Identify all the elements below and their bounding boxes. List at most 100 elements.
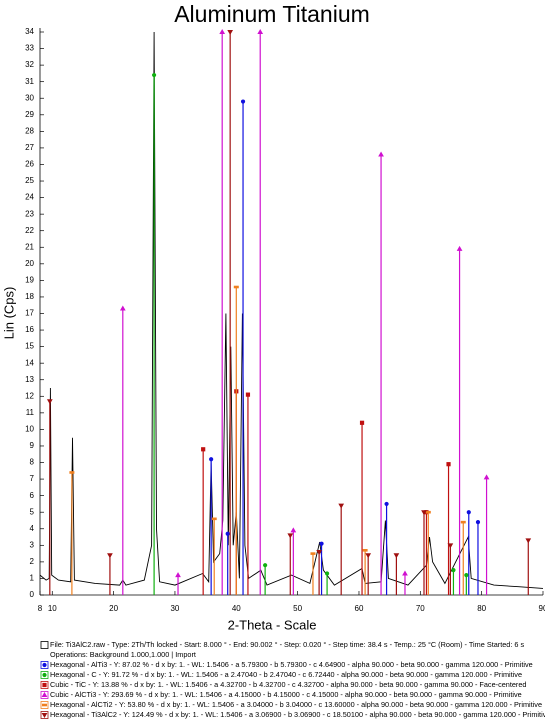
y-tick-label: 19 bbox=[25, 275, 34, 284]
y-tick-label: 12 bbox=[25, 391, 34, 400]
legend-marker bbox=[42, 682, 47, 688]
y-tick-label: 13 bbox=[25, 375, 34, 384]
y-tick-label: 26 bbox=[25, 160, 34, 169]
scan-line bbox=[39, 31, 544, 589]
x-tick-label: 90 bbox=[539, 604, 545, 613]
y-tick-label: 16 bbox=[25, 325, 34, 334]
legend-entry: Hexagonal - C - Y: 91.72 % - d x by: 1. … bbox=[50, 670, 522, 679]
y-tick-label: 10 bbox=[25, 425, 34, 434]
chart-title: Aluminum Titanium bbox=[174, 1, 370, 27]
x-tick-label: 20 bbox=[109, 604, 118, 613]
operations-note: Operations: Background 1.000,1.000 | Imp… bbox=[50, 650, 196, 659]
y-tick-label: 5 bbox=[30, 507, 35, 516]
stick-marker bbox=[316, 549, 322, 555]
stick-marker bbox=[378, 151, 384, 157]
x-tick-label: 80 bbox=[477, 604, 486, 613]
legend-marker bbox=[42, 672, 47, 678]
stick-marker bbox=[525, 538, 532, 544]
legend-marker bbox=[41, 691, 48, 697]
stick-marker bbox=[233, 285, 239, 289]
x-tick-label: 40 bbox=[232, 604, 241, 613]
stick-marker bbox=[402, 570, 408, 576]
y-tick-label: 32 bbox=[25, 60, 34, 69]
y-tick-label: 14 bbox=[25, 358, 34, 367]
stick-marker bbox=[447, 543, 454, 549]
stick-marker bbox=[324, 571, 330, 576]
y-tick-label: 1 bbox=[30, 574, 35, 583]
y-tick-label: 27 bbox=[25, 143, 34, 152]
stick-marker bbox=[456, 245, 463, 251]
y-tick-label: 17 bbox=[25, 309, 34, 318]
y-tick-label: 6 bbox=[30, 491, 35, 500]
y-tick-label: 25 bbox=[25, 176, 34, 185]
stick-marker bbox=[393, 553, 400, 559]
stick-marker bbox=[46, 399, 53, 405]
y-tick-label: 33 bbox=[25, 44, 34, 53]
y-tick-label: 18 bbox=[25, 292, 34, 301]
stick-marker bbox=[365, 553, 372, 559]
y-tick-label: 2 bbox=[30, 557, 35, 566]
y-tick-label: 3 bbox=[30, 540, 35, 549]
x-tick-label: 60 bbox=[355, 604, 364, 613]
y-tick-label: 8 bbox=[30, 458, 35, 467]
stick-marker bbox=[263, 563, 268, 568]
y-tick-label: 24 bbox=[25, 193, 34, 202]
stick-marker bbox=[475, 520, 481, 525]
legend-entry: Hexagonal - AlTi3 - Y: 87.02 % - d x by:… bbox=[50, 660, 533, 669]
stick-marker bbox=[310, 552, 316, 555]
stick-marker bbox=[319, 541, 324, 546]
stick-marker bbox=[201, 447, 206, 452]
legend-marker bbox=[42, 703, 47, 707]
y-tick-label: 23 bbox=[25, 209, 34, 218]
y-tick-label: 7 bbox=[30, 474, 35, 483]
stick-marker bbox=[466, 510, 471, 515]
stick-marker bbox=[211, 517, 217, 521]
y-tick-label: 29 bbox=[25, 110, 34, 119]
stick-marker bbox=[225, 531, 230, 536]
stick-marker bbox=[287, 533, 294, 539]
legend-marker bbox=[42, 662, 47, 668]
stick-marker bbox=[451, 568, 456, 573]
x-tick-label: 10 bbox=[48, 604, 57, 613]
legend-entry: File: Ti3AlC2.raw - Type: 2Th/Th locked … bbox=[50, 640, 524, 649]
y-tick-label: 34 bbox=[25, 27, 34, 36]
legend-entry: Hexagonal - Ti3AlC2 - Y: 124.49 % - d x … bbox=[50, 710, 545, 719]
stick-marker bbox=[338, 503, 345, 509]
stick-marker bbox=[175, 572, 181, 578]
y-tick-label: 4 bbox=[30, 524, 35, 533]
stick-marker bbox=[107, 553, 113, 559]
stick-marker bbox=[69, 471, 75, 474]
stick-marker bbox=[362, 548, 368, 552]
stick-marker bbox=[464, 573, 469, 578]
y-tick-label: 30 bbox=[25, 93, 34, 102]
y-tick-label: 21 bbox=[25, 242, 34, 251]
stick-marker bbox=[219, 28, 226, 34]
y-tick-label: 22 bbox=[25, 226, 34, 235]
y-tick-label: 0 bbox=[30, 590, 35, 599]
stick-marker bbox=[384, 501, 389, 507]
stick-marker bbox=[421, 510, 427, 516]
y-tick-label: 15 bbox=[25, 342, 34, 351]
x-tick-label: 30 bbox=[170, 604, 179, 613]
stick-marker bbox=[460, 520, 466, 524]
x-axis-label: 2-Theta - Scale bbox=[228, 617, 317, 632]
stick-marker bbox=[446, 462, 451, 467]
x-tick-label: 70 bbox=[416, 604, 425, 613]
y-tick-label: 9 bbox=[30, 441, 35, 450]
y-tick-label: 28 bbox=[25, 126, 34, 135]
stick-marker bbox=[425, 510, 431, 514]
x-tick-label: 50 bbox=[293, 604, 302, 613]
stick-marker bbox=[227, 30, 234, 36]
legend-entry: Cubic - AlCTi3 - Y: 293.69 % - d x by: 1… bbox=[50, 690, 522, 699]
stick-marker bbox=[151, 72, 157, 78]
stick-marker bbox=[240, 99, 246, 104]
x-tick-label: 8 bbox=[38, 604, 43, 613]
legend-entry: Cubic - TiC - Y: 13.88 % - d x by: 1. - … bbox=[50, 680, 526, 689]
stick-marker bbox=[119, 305, 126, 311]
y-axis-label: Lin (Cps) bbox=[1, 287, 16, 340]
stick-marker bbox=[245, 392, 251, 397]
stick-marker bbox=[359, 420, 365, 425]
legend-swatch bbox=[40, 641, 49, 649]
stick-marker bbox=[290, 527, 297, 533]
